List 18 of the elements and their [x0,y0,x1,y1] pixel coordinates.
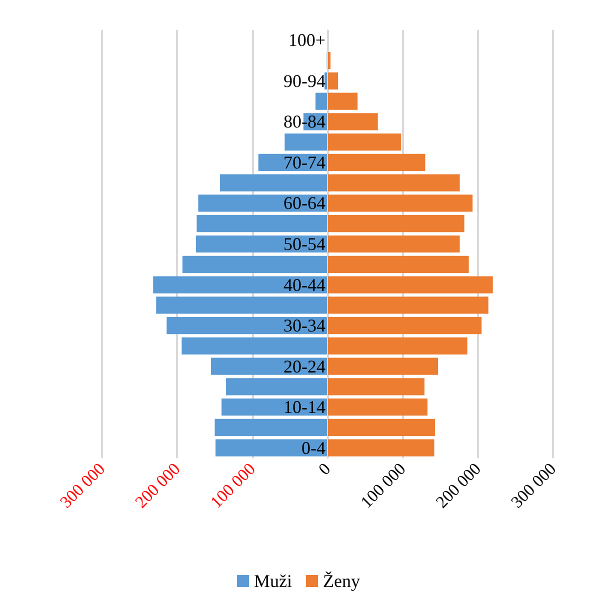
y-tick-label: 30-34 [284,316,326,336]
legend-label: Ženy [323,571,360,591]
x-tick-label: 100 000 [356,459,410,512]
y-tick-label: 60-64 [284,193,326,214]
x-tick-label: 300 000 [56,459,109,512]
y-tick-label: 70-74 [284,152,326,172]
x-tick-label: 100 000 [206,459,260,512]
x-tick-label: 200 000 [131,459,184,512]
y-tick-label: 50-54 [284,234,326,254]
y-tick-label: 0-4 [302,438,326,458]
x-tick-label: 300 000 [507,459,560,512]
legend-label: Muži [254,571,292,591]
x-tick-label: 0 [314,459,334,479]
y-tick-label: 20-24 [284,356,326,376]
x-tick-label: 200 000 [432,459,485,512]
y-tick-label: 10-14 [284,397,326,418]
y-tick-label: 40-44 [284,274,326,295]
y-tick-label: 100+ [288,30,326,50]
